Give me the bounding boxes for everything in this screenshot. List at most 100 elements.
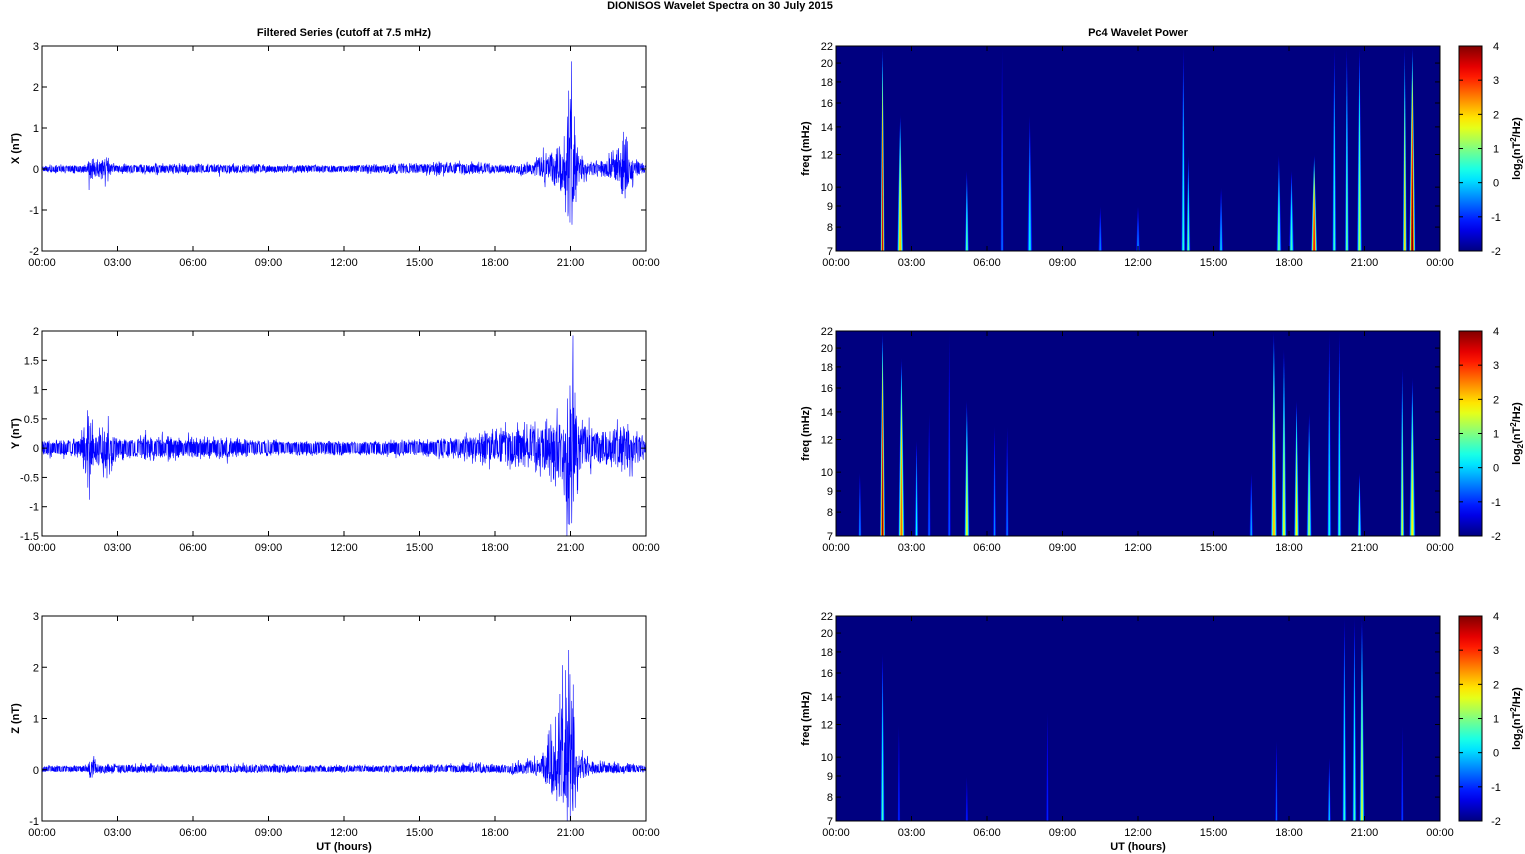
x-tick-label: 00:00 [1426, 542, 1454, 554]
y-tick-label: 18 [821, 362, 833, 374]
colorbar-label-part: (nT [1511, 427, 1523, 444]
colorbar-tick-label: 0 [1493, 463, 1499, 475]
power-band-3 [916, 493, 917, 536]
x-tick-label: 09:00 [1049, 257, 1077, 269]
colorbar-label-part: 2 [1516, 158, 1525, 163]
power-band-13 [1313, 208, 1315, 251]
y-tick-label: -1 [29, 816, 39, 828]
y-tick-label: 1 [33, 123, 39, 135]
y-tick-label: 0 [33, 765, 39, 777]
x-tick-label: 06:00 [973, 542, 1001, 554]
power-band-16 [1358, 159, 1361, 251]
power-band-8 [1182, 159, 1184, 251]
x-tick-label: 09:00 [1049, 827, 1077, 839]
y-axis-label: Y (nT) [10, 418, 22, 449]
colorbar-label-part: /Hz) [1511, 402, 1523, 423]
y-tick-label: -1.5 [20, 531, 39, 543]
x-tick-label: 12:00 [330, 827, 358, 839]
power-band-0 [882, 746, 884, 821]
plot-frame [835, 45, 1441, 252]
y-tick-label: 22 [821, 326, 833, 338]
y-tick-label: 12 [821, 720, 833, 732]
y-tick-label: 10 [821, 752, 833, 764]
y-axis-label: Z (nT) [10, 703, 22, 734]
x-tick-label: 00:00 [632, 542, 660, 554]
x-axis-label: UT (hours) [1110, 841, 1166, 853]
colorbar-tick-label: 2 [1493, 394, 1499, 406]
y-tick-label: 12 [821, 435, 833, 447]
y-tick-label: 1 [33, 385, 39, 397]
power-band-4 [928, 481, 930, 536]
plot-frame [41, 45, 647, 252]
y-tick-label: 9 [827, 486, 833, 498]
colorbar-label-part: 2 [1509, 422, 1518, 427]
colorbar-tick-label: -2 [1491, 246, 1501, 258]
power-band-3 [1047, 772, 1048, 821]
colorbar-label-part: (nT [1511, 142, 1523, 159]
colorbar-label: log2(nT2/Hz) [1509, 687, 1525, 750]
y-tick-label: 7 [827, 246, 833, 258]
y-tick-label: 22 [821, 611, 833, 623]
y-tick-label: 10 [821, 467, 833, 479]
series-trace [42, 61, 646, 225]
colorbar-tick-label: -2 [1491, 531, 1501, 543]
colorbar-label-part: (nT [1511, 712, 1523, 729]
x-tick-label: 12:00 [1124, 827, 1152, 839]
colorbar-tick-label: 2 [1493, 679, 1499, 691]
x-tick-label: 06:00 [973, 827, 1001, 839]
y-tick-label: -1 [29, 502, 39, 514]
panel-title: Pc4 Wavelet Power [1088, 27, 1189, 39]
colorbar-tick-label: -1 [1491, 212, 1501, 224]
power-band-1 [881, 444, 884, 536]
x-tick-label: 06:00 [179, 257, 207, 269]
power-band-10 [1220, 223, 1222, 251]
colorbar-tick-label: 4 [1493, 326, 1499, 338]
y-tick-label: 18 [821, 77, 833, 89]
x-tick-label: 09:00 [255, 827, 283, 839]
colorbar-tick-label: -1 [1491, 782, 1501, 794]
series-trace [42, 335, 646, 536]
colorbar-tick-label: 1 [1493, 429, 1499, 441]
power-band-4 [1001, 167, 1003, 251]
x-tick-label: 21:00 [557, 257, 585, 269]
x-tick-label: 09:00 [255, 542, 283, 554]
y-tick-label: -0.5 [20, 472, 39, 484]
power-band-18 [1411, 159, 1414, 251]
x-tick-label: 21:00 [1351, 542, 1379, 554]
power-band-9 [1250, 508, 1252, 536]
colorbar-tick-label: 4 [1493, 41, 1499, 53]
x-tick-label: 03:00 [104, 542, 132, 554]
colorbar-label-part: /Hz) [1511, 117, 1523, 138]
x-tick-label: 21:00 [1351, 827, 1379, 839]
y-tick-label: 16 [821, 668, 833, 680]
colorbar-tick-label: -2 [1491, 816, 1501, 828]
x-tick-label: 18:00 [1275, 257, 1303, 269]
colorbar-label-part: log [1511, 448, 1523, 465]
x-tick-label: 12:00 [330, 542, 358, 554]
x-tick-label: 15:00 [1200, 257, 1228, 269]
x-tick-label: 15:00 [406, 257, 434, 269]
plot-frame [41, 615, 647, 822]
colorbar-tick-label: 3 [1493, 645, 1499, 657]
power-band-17 [1401, 461, 1403, 536]
power-band-1 [899, 190, 901, 251]
x-tick-label: 03:00 [898, 542, 926, 554]
y-tick-label: 8 [827, 222, 833, 234]
colorbar-label-part: 2 [1516, 443, 1525, 448]
series-trace [42, 649, 646, 821]
colorbar-tick-label: 3 [1493, 75, 1499, 87]
power-band-2 [966, 801, 968, 821]
power-band-15 [1338, 444, 1340, 536]
x-tick-label: 00:00 [28, 827, 56, 839]
y-tick-label: 1 [33, 714, 39, 726]
heatmap-features [880, 47, 1416, 251]
colorbar-label-part: 2 [1516, 728, 1525, 733]
x-tick-label: 15:00 [1200, 827, 1228, 839]
y-tick-label: 0 [33, 443, 39, 455]
x-tick-label: 21:00 [557, 827, 585, 839]
y-tick-label: 12 [821, 150, 833, 162]
power-band-5 [1328, 793, 1330, 821]
heatmap-background [836, 616, 1440, 821]
